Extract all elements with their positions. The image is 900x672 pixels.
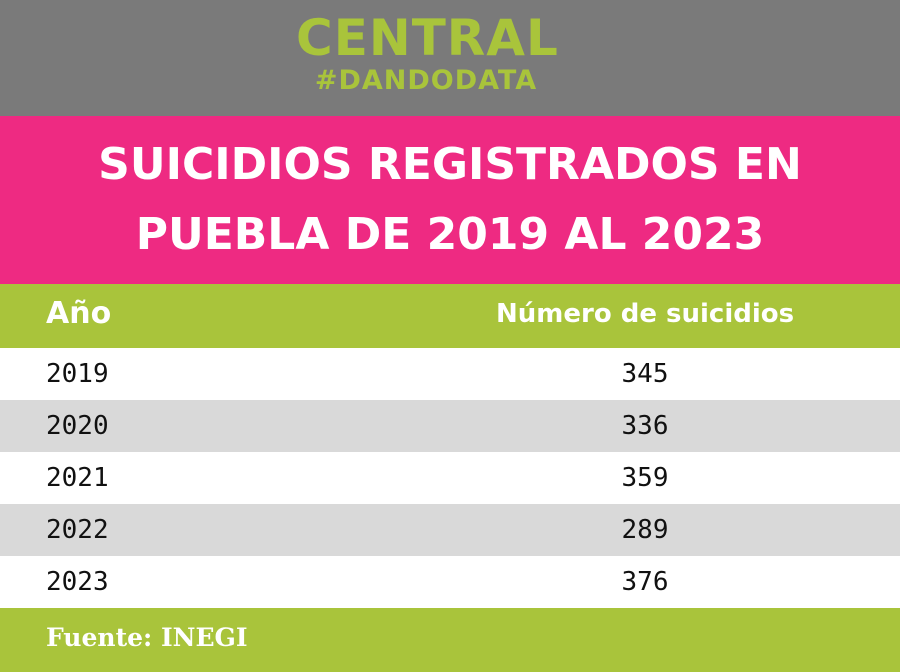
cell-year: 2022	[46, 515, 109, 545]
cell-count: 376	[621, 567, 669, 597]
cell-year: 2021	[46, 463, 109, 493]
table-row: 2023 376	[0, 556, 900, 608]
title-line-2: PUEBLA DE 2019 AL 2023	[135, 209, 765, 260]
table-row: 2019 345	[0, 348, 900, 400]
brand-band	[0, 0, 900, 116]
footer-band	[0, 608, 900, 672]
cell-count: 336	[621, 411, 669, 441]
source-note: Fuente: INEGI	[46, 623, 248, 652]
title-band	[0, 116, 900, 284]
table-row: 2022 289	[0, 504, 900, 556]
cell-year: 2023	[46, 567, 109, 597]
cell-count: 345	[621, 359, 669, 389]
page-title: SUICIDIOS REGISTRADOS EN PUEBLA DE 2019 …	[20, 130, 880, 270]
column-header-count: Número de suicidios	[496, 299, 795, 329]
cell-count: 359	[621, 463, 669, 493]
cell-year: 2019	[46, 359, 109, 389]
cell-year: 2020	[46, 411, 109, 441]
table-row: 2020 336	[0, 400, 900, 452]
table-header	[0, 284, 900, 348]
title-line-1: SUICIDIOS REGISTRADOS EN	[98, 139, 802, 190]
brand-logo: CENTRAL	[296, 9, 559, 67]
brand-tagline: #DANDODATA	[314, 65, 538, 96]
table-row: 2021 359	[0, 452, 900, 504]
cell-count: 289	[621, 515, 669, 545]
column-header-year: Año	[46, 296, 112, 331]
